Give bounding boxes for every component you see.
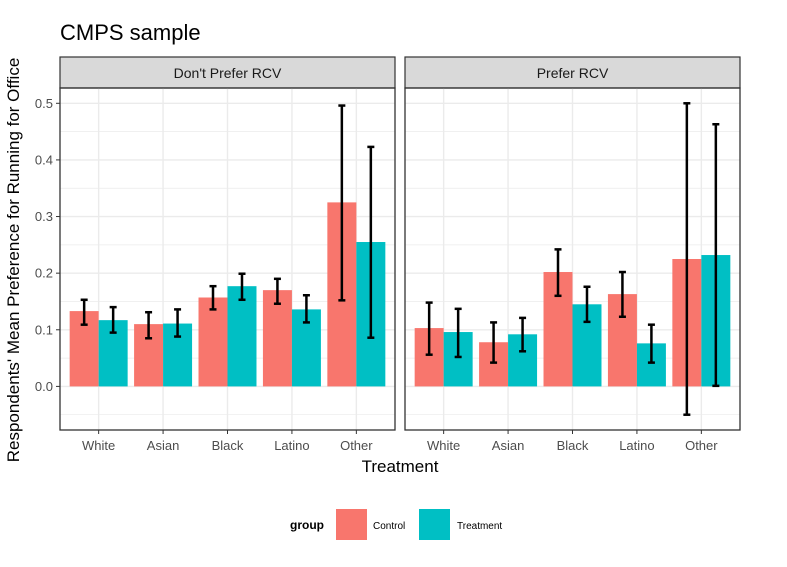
x-tick-label: Black	[212, 438, 244, 453]
y-tick-label: 0.4	[35, 152, 53, 167]
error-bar	[338, 104, 346, 302]
error-bar	[519, 316, 527, 353]
x-tick-label: Asian	[492, 438, 525, 453]
facet-label: Prefer RCV	[537, 65, 609, 81]
x-axis-label: Treatment	[362, 457, 439, 476]
bar-control-black	[198, 297, 228, 387]
x-tick-label: Latino	[619, 438, 654, 453]
x-tick-label: White	[82, 438, 115, 453]
y-tick-label: 0.3	[35, 209, 53, 224]
error-bar	[80, 298, 88, 326]
facet-strip	[59, 56, 396, 89]
error-bar	[145, 310, 153, 340]
error-bar	[238, 272, 246, 302]
legend-label-control: Control	[373, 521, 405, 532]
y-tick-label: 0.5	[35, 96, 53, 111]
facet-label: Don't Prefer RCV	[174, 65, 282, 81]
chart-title: CMPS sample	[60, 20, 201, 45]
y-tick-label: 0.0	[35, 379, 53, 394]
error-bar	[302, 293, 310, 324]
bar-treatment-black	[227, 286, 257, 387]
legend-key-treatment	[419, 509, 450, 540]
error-bar	[109, 305, 117, 334]
bar-control-latino	[262, 290, 292, 387]
legend-label-treatment: Treatment	[457, 521, 502, 532]
error-bar	[425, 301, 433, 356]
y-tick-label: 0.2	[35, 266, 53, 281]
error-bar	[683, 102, 691, 416]
x-tick-label: White	[427, 438, 460, 453]
x-tick-label: Latino	[274, 438, 309, 453]
legend-title: group	[290, 518, 324, 532]
y-tick-label: 0.1	[35, 322, 53, 337]
error-bar	[712, 122, 720, 388]
error-bar	[647, 323, 655, 364]
error-bar	[367, 145, 375, 339]
error-bar	[174, 308, 182, 338]
x-tick-label: Asian	[147, 438, 180, 453]
error-bar	[273, 277, 281, 305]
error-bar	[583, 285, 591, 324]
legend-key-control	[336, 509, 367, 540]
error-bar	[618, 270, 626, 319]
error-bar	[554, 248, 562, 298]
error-bar	[490, 321, 498, 364]
legend: group Control Treatment	[290, 509, 502, 540]
error-bar	[209, 284, 217, 311]
y-axis-label: Respondents' Mean Preference for Running…	[4, 58, 23, 463]
x-tick-label: Black	[557, 438, 589, 453]
x-tick-label: Other	[685, 438, 718, 453]
x-tick-label: Other	[340, 438, 373, 453]
error-bar	[454, 307, 462, 359]
